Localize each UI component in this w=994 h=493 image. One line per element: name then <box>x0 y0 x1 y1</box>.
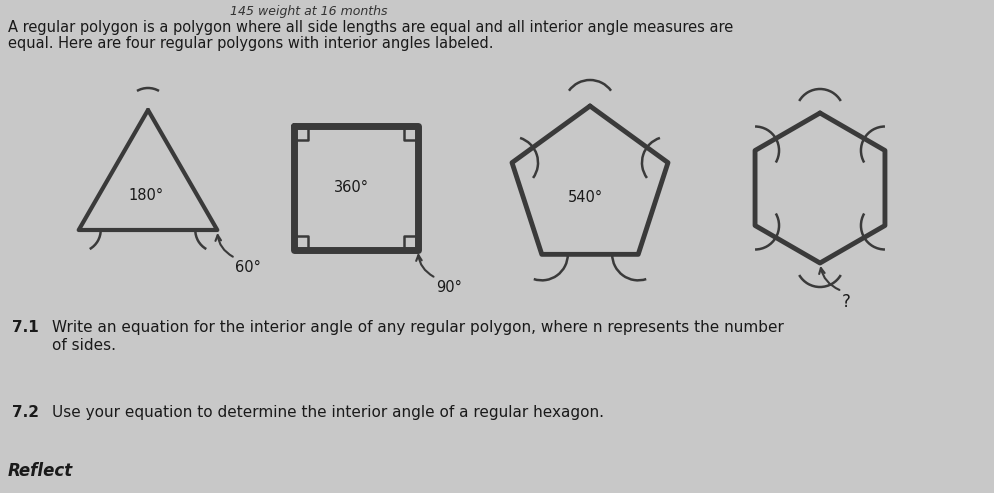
Text: 180°: 180° <box>128 187 163 203</box>
Text: 360°: 360° <box>334 180 369 196</box>
Text: 145 weight at 16 months: 145 weight at 16 months <box>230 5 388 18</box>
Text: ?: ? <box>842 293 851 311</box>
Text: 7.2: 7.2 <box>12 405 39 420</box>
Text: of sides.: of sides. <box>52 338 116 353</box>
Text: Reflect: Reflect <box>8 462 74 480</box>
Text: Use your equation to determine the interior angle of a regular hexagon.: Use your equation to determine the inter… <box>52 405 604 420</box>
Text: 90°: 90° <box>436 280 462 295</box>
Text: equal. Here are four regular polygons with interior angles labeled.: equal. Here are four regular polygons wi… <box>8 36 493 51</box>
Text: 7.1: 7.1 <box>12 320 39 335</box>
Text: 540°: 540° <box>568 190 603 206</box>
Text: 60°: 60° <box>236 260 261 275</box>
Text: Write an equation for the interior angle of any regular polygon, where n represe: Write an equation for the interior angle… <box>52 320 784 335</box>
Text: A regular polygon is a polygon where all side lengths are equal and all interior: A regular polygon is a polygon where all… <box>8 20 734 35</box>
